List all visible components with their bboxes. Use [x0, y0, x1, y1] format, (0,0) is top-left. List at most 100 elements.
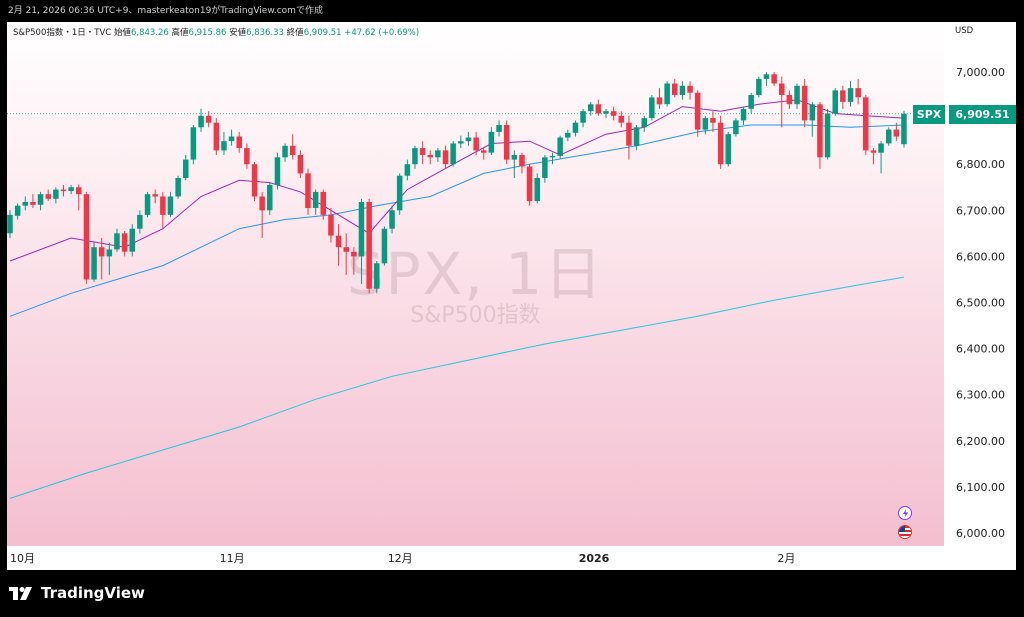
candle[interactable] [809, 101, 816, 137]
candle[interactable] [297, 150, 304, 179]
candle[interactable] [710, 111, 716, 132]
candle[interactable] [335, 224, 342, 266]
candle[interactable] [60, 184, 67, 197]
candle[interactable] [351, 247, 357, 275]
candle[interactable] [840, 85, 846, 109]
candle[interactable] [53, 187, 59, 204]
candle[interactable] [458, 135, 464, 149]
candle[interactable] [419, 141, 426, 165]
candle[interactable] [588, 101, 594, 116]
candle[interactable] [664, 81, 670, 107]
candle[interactable] [901, 110, 907, 148]
candle[interactable] [626, 115, 632, 160]
candle[interactable] [511, 150, 518, 179]
candle[interactable] [160, 191, 166, 229]
candle[interactable] [847, 81, 854, 107]
candle[interactable] [228, 129, 235, 146]
candle[interactable] [870, 148, 877, 165]
candle[interactable] [503, 120, 510, 165]
candle[interactable] [22, 196, 29, 211]
candle[interactable] [496, 120, 502, 137]
candle[interactable] [694, 90, 701, 137]
candle[interactable] [320, 189, 327, 220]
candle[interactable] [198, 108, 204, 132]
candle[interactable] [244, 143, 250, 169]
candle[interactable] [76, 184, 82, 211]
candle[interactable] [580, 108, 586, 128]
candle[interactable] [91, 242, 97, 282]
candle[interactable] [740, 106, 747, 126]
candle[interactable] [366, 198, 372, 294]
candle[interactable] [549, 152, 556, 165]
candle[interactable] [450, 141, 456, 167]
candle[interactable] [205, 111, 212, 128]
candle[interactable] [618, 111, 625, 128]
candle[interactable] [893, 122, 900, 142]
candle[interactable] [259, 191, 265, 238]
candle[interactable] [442, 145, 449, 169]
candle[interactable] [572, 120, 579, 137]
candle[interactable] [98, 237, 105, 280]
candle[interactable] [534, 173, 541, 204]
candle[interactable] [213, 118, 220, 155]
candle[interactable] [633, 125, 640, 151]
us-flag-icon[interactable] [898, 525, 912, 539]
candle[interactable] [733, 118, 739, 137]
candle[interactable] [381, 226, 388, 266]
price-axis[interactable]: USD 7,000.006,900.006,800.006,700.006,60… [944, 22, 1016, 570]
candle[interactable] [779, 76, 785, 128]
candle[interactable] [305, 168, 311, 215]
candle[interactable] [14, 203, 21, 220]
candle[interactable] [526, 164, 533, 206]
candle[interactable] [129, 224, 136, 257]
candle[interactable] [748, 92, 754, 114]
candle[interactable] [236, 131, 243, 153]
candle[interactable] [427, 150, 434, 165]
candle[interactable] [45, 189, 52, 202]
candle[interactable] [610, 106, 617, 121]
candle[interactable] [817, 101, 823, 169]
candle[interactable] [190, 125, 197, 165]
candle[interactable] [855, 78, 861, 105]
candle[interactable] [412, 145, 418, 169]
candle[interactable] [267, 182, 273, 215]
candle[interactable] [121, 231, 128, 257]
candle[interactable] [389, 205, 395, 234]
candle[interactable] [863, 95, 869, 155]
candle[interactable] [106, 242, 113, 275]
candle[interactable] [763, 72, 770, 86]
candle[interactable] [343, 233, 350, 275]
candle[interactable] [725, 131, 732, 167]
candle[interactable] [824, 108, 831, 160]
candle[interactable] [37, 191, 44, 211]
candle[interactable] [282, 143, 288, 162]
candle[interactable] [801, 78, 808, 128]
candle[interactable] [435, 148, 441, 162]
candle[interactable] [641, 115, 648, 132]
candle[interactable] [672, 78, 678, 98]
candle[interactable] [374, 261, 380, 294]
candle[interactable] [786, 90, 793, 109]
candle[interactable] [221, 131, 227, 155]
candle[interactable] [595, 99, 602, 116]
candle[interactable] [717, 115, 724, 169]
candlestick-chart[interactable] [7, 22, 944, 546]
candle[interactable] [83, 191, 90, 285]
candle[interactable] [756, 76, 762, 98]
candle[interactable] [7, 210, 13, 238]
candle[interactable] [649, 95, 655, 121]
candle[interactable] [519, 152, 525, 174]
candle[interactable] [794, 83, 800, 109]
candle[interactable] [465, 131, 472, 146]
candle[interactable] [114, 228, 120, 252]
candle[interactable] [488, 127, 495, 155]
candle[interactable] [603, 108, 609, 119]
candle[interactable] [878, 141, 884, 174]
candle[interactable] [542, 154, 548, 183]
candle[interactable] [274, 152, 281, 190]
candle[interactable] [137, 210, 143, 234]
candle[interactable] [565, 129, 571, 142]
candle[interactable] [679, 81, 686, 100]
candle[interactable] [771, 72, 777, 86]
candle[interactable] [144, 191, 151, 218]
